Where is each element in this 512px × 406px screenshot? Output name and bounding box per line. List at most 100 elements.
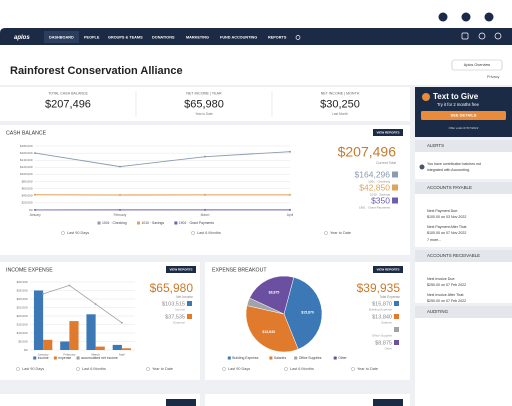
item-amount: $37,535	[165, 314, 185, 320]
y-tick-label: $5,000	[18, 339, 28, 343]
filter[interactable]: Year to Date	[330, 231, 351, 235]
line	[43, 284, 123, 324]
kpi-note: Last Month	[332, 112, 348, 116]
icon[interactable]	[478, 32, 486, 40]
button-label[interactable]: Aplos Overview	[464, 63, 491, 67]
dot	[484, 12, 494, 22]
account-label: 1001 · Checking	[368, 179, 390, 183]
kpi-row	[0, 87, 410, 121]
nav-item[interactable]: GROUPS & TEAMS	[108, 36, 143, 40]
legend-label: income	[38, 356, 49, 360]
item-swatch	[394, 327, 399, 332]
promo-note: Offer ends 07/07/2022	[449, 126, 479, 130]
filter[interactable]: Last 6 Months	[82, 367, 106, 371]
section-text: You have contribution batches not	[427, 162, 481, 166]
radio[interactable]	[16, 367, 20, 371]
account-amount: $350	[371, 195, 390, 205]
settings-icon[interactable]	[295, 35, 301, 40]
radio[interactable]	[76, 367, 80, 371]
nav-item[interactable]: FUND ACCOUNTING	[220, 36, 257, 40]
legend-label: 1010 · Savings	[142, 221, 165, 225]
item-label: Income	[175, 307, 185, 311]
y-tick-label: $0	[24, 348, 28, 352]
legend-swatch	[333, 356, 337, 360]
filter[interactable]: Year to Date	[357, 367, 378, 371]
button[interactable]	[373, 266, 403, 273]
button[interactable]	[373, 129, 403, 136]
overview-button[interactable]	[451, 59, 503, 71]
link[interactable]: Privacy	[487, 75, 500, 79]
icon[interactable]	[461, 32, 469, 40]
button[interactable]	[166, 399, 196, 406]
x-tick-label: April	[119, 352, 125, 356]
radio[interactable]	[191, 231, 195, 235]
y-tick-label: $80,000	[22, 179, 33, 183]
button[interactable]	[166, 266, 196, 273]
section-title: ACCOUNTS RECEIVABLE	[427, 253, 480, 258]
total: $65,980	[150, 281, 194, 295]
radio[interactable]	[222, 367, 226, 371]
nav-item[interactable]: DASHBOARD	[49, 36, 74, 40]
filter[interactable]: Last 6 Months	[197, 231, 221, 235]
kpi-value: $65,980	[184, 98, 224, 110]
panel-title: INCOME EXPENSE	[6, 267, 53, 273]
dot	[438, 12, 448, 22]
button[interactable]	[373, 399, 403, 406]
panel-title: CASH BALANCE	[6, 130, 47, 136]
total: $39,935	[357, 281, 401, 295]
panel-title: EXPENSE BREAKOUT	[212, 267, 267, 273]
radio[interactable]	[61, 231, 65, 235]
y-tick-label: $20,000	[17, 314, 28, 318]
section-body	[415, 318, 512, 406]
nav-item[interactable]: DONATIONS	[152, 36, 175, 40]
item-swatch	[394, 340, 399, 345]
icon[interactable]	[494, 32, 502, 40]
income-panel	[0, 262, 200, 380]
logo: aplos	[14, 35, 30, 41]
line	[34, 151, 291, 168]
radio[interactable]	[146, 367, 150, 371]
item-label: Office Supplies	[372, 333, 393, 337]
filter[interactable]: Last 90 Days	[228, 367, 250, 371]
button-label[interactable]: VIEW REPORTS	[169, 267, 192, 271]
total-label: Current Total	[376, 161, 396, 165]
legend-label: expense	[58, 356, 71, 360]
y-tick-label: $120,000	[20, 165, 33, 169]
point	[94, 303, 97, 305]
x-tick-label: March	[91, 352, 100, 356]
promo-button-label[interactable]: SEE DETAILS	[451, 113, 477, 118]
y-tick-label: $20,000	[22, 201, 33, 205]
bar	[60, 341, 70, 350]
nav-item[interactable]: MARKETING	[186, 36, 209, 40]
x-tick-label: February	[63, 352, 76, 356]
y-tick-label: $40,000	[22, 194, 33, 198]
panel	[0, 394, 200, 406]
nav-item[interactable]: REPORTS	[268, 36, 287, 40]
section-header	[415, 140, 512, 152]
total: $207,496	[338, 144, 397, 160]
section-text: integrated with Accounting.	[427, 168, 470, 172]
legend-label: Building Expense	[232, 356, 258, 360]
filter[interactable]: Last 6 Months	[290, 367, 314, 371]
item-label: Expense	[173, 320, 185, 324]
radio[interactable]	[324, 231, 328, 235]
pie-slice	[245, 305, 299, 353]
account-swatch	[392, 171, 398, 178]
point	[34, 152, 36, 155]
button-label[interactable]: VIEW REPORTS	[376, 267, 399, 271]
item-label: Building Expense	[369, 307, 393, 311]
slice-label: $15,870	[301, 310, 314, 314]
section-text: $100.00 on 03 Nov 2022	[427, 215, 466, 219]
point	[120, 321, 123, 324]
radio[interactable]	[284, 367, 288, 371]
promo-button[interactable]	[421, 111, 506, 120]
filter[interactable]: Year to Date	[152, 367, 173, 371]
nav-item[interactable]: PEOPLE	[84, 36, 100, 40]
filter[interactable]: Last 90 Days	[22, 367, 44, 371]
legend-label: 1001 · Checking	[102, 221, 127, 225]
filter[interactable]: Last 90 Days	[67, 231, 89, 235]
promo-subtitle: Try it for 2 months free	[437, 102, 480, 107]
point	[204, 155, 206, 158]
button-label[interactable]: VIEW REPORTS	[376, 130, 399, 134]
radio[interactable]	[351, 367, 355, 371]
